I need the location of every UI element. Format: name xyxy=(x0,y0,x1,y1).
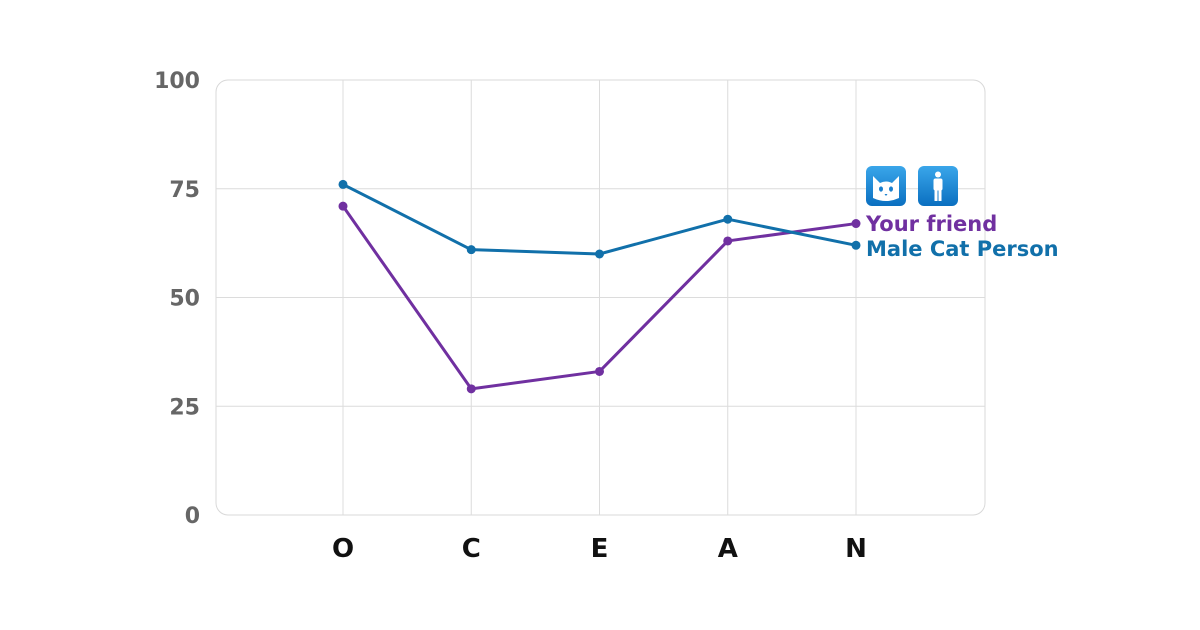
data-point xyxy=(595,366,604,376)
data-point xyxy=(851,219,861,229)
y-tick-label: 50 xyxy=(169,287,200,312)
data-point xyxy=(723,236,733,246)
data-point xyxy=(338,201,348,211)
x-tick-label: E xyxy=(591,534,609,564)
x-tick-label: O xyxy=(332,534,354,564)
x-tick-label: N xyxy=(845,534,867,564)
data-point xyxy=(851,240,861,250)
data-point xyxy=(338,179,348,189)
series-label-male-cat-person: Male Cat Person xyxy=(866,237,1059,261)
grid xyxy=(216,80,985,515)
data-point xyxy=(723,214,733,224)
cat-icon xyxy=(866,166,906,206)
x-tick-label: C xyxy=(462,534,481,564)
data-point xyxy=(595,249,604,259)
x-tick-label: A xyxy=(718,534,738,564)
y-tick-label: 0 xyxy=(185,504,200,529)
y-tick-label: 75 xyxy=(169,178,200,203)
data-point xyxy=(466,384,476,394)
y-tick-label: 100 xyxy=(154,69,200,94)
male-person-icon xyxy=(918,166,958,206)
series-label-your-friend: Your friend xyxy=(865,212,997,236)
y-axis-ticks: 0 25 50 75 100 xyxy=(154,69,200,529)
data-point xyxy=(466,245,476,255)
series-group xyxy=(338,179,861,394)
y-tick-label: 25 xyxy=(169,395,200,420)
